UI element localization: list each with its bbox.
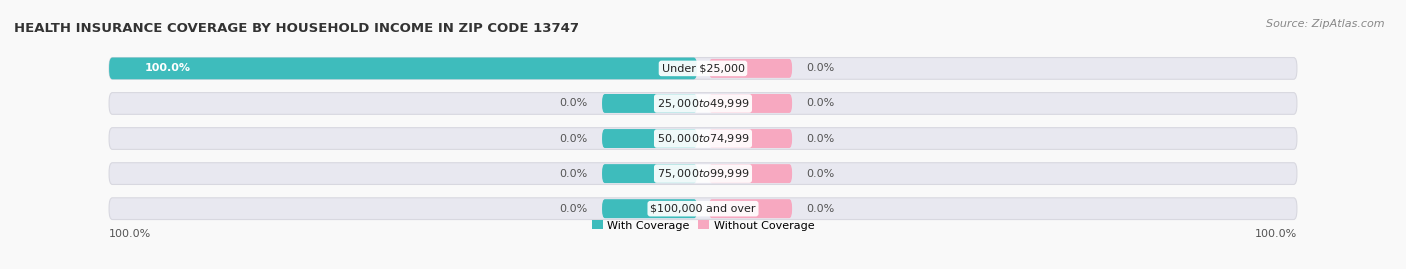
FancyBboxPatch shape	[110, 128, 1296, 149]
Text: 0.0%: 0.0%	[807, 63, 835, 73]
FancyBboxPatch shape	[709, 199, 792, 218]
FancyBboxPatch shape	[602, 199, 697, 218]
FancyBboxPatch shape	[110, 198, 1296, 220]
FancyBboxPatch shape	[709, 129, 792, 148]
Text: 0.0%: 0.0%	[807, 133, 835, 144]
FancyBboxPatch shape	[709, 94, 792, 113]
Text: $50,000 to $74,999: $50,000 to $74,999	[657, 132, 749, 145]
Text: 0.0%: 0.0%	[807, 204, 835, 214]
FancyBboxPatch shape	[110, 163, 1296, 185]
FancyBboxPatch shape	[602, 94, 697, 113]
FancyBboxPatch shape	[110, 93, 1296, 114]
Text: 100.0%: 100.0%	[145, 63, 191, 73]
Text: $75,000 to $99,999: $75,000 to $99,999	[657, 167, 749, 180]
Text: $25,000 to $49,999: $25,000 to $49,999	[657, 97, 749, 110]
FancyBboxPatch shape	[110, 58, 1296, 79]
FancyBboxPatch shape	[709, 164, 792, 183]
Text: 100.0%: 100.0%	[110, 229, 152, 239]
Text: 0.0%: 0.0%	[807, 98, 835, 108]
FancyBboxPatch shape	[709, 59, 792, 78]
Text: HEALTH INSURANCE COVERAGE BY HOUSEHOLD INCOME IN ZIP CODE 13747: HEALTH INSURANCE COVERAGE BY HOUSEHOLD I…	[14, 22, 579, 35]
FancyBboxPatch shape	[110, 58, 697, 79]
FancyBboxPatch shape	[602, 129, 697, 148]
Text: Source: ZipAtlas.com: Source: ZipAtlas.com	[1267, 19, 1385, 29]
Text: 0.0%: 0.0%	[560, 133, 588, 144]
Text: 0.0%: 0.0%	[560, 204, 588, 214]
Legend: With Coverage, Without Coverage: With Coverage, Without Coverage	[588, 216, 818, 235]
FancyBboxPatch shape	[602, 164, 697, 183]
Text: 0.0%: 0.0%	[807, 169, 835, 179]
Text: 0.0%: 0.0%	[560, 98, 588, 108]
Text: 0.0%: 0.0%	[560, 169, 588, 179]
Text: 100.0%: 100.0%	[1254, 229, 1296, 239]
Text: $100,000 and over: $100,000 and over	[650, 204, 756, 214]
Text: Under $25,000: Under $25,000	[661, 63, 745, 73]
